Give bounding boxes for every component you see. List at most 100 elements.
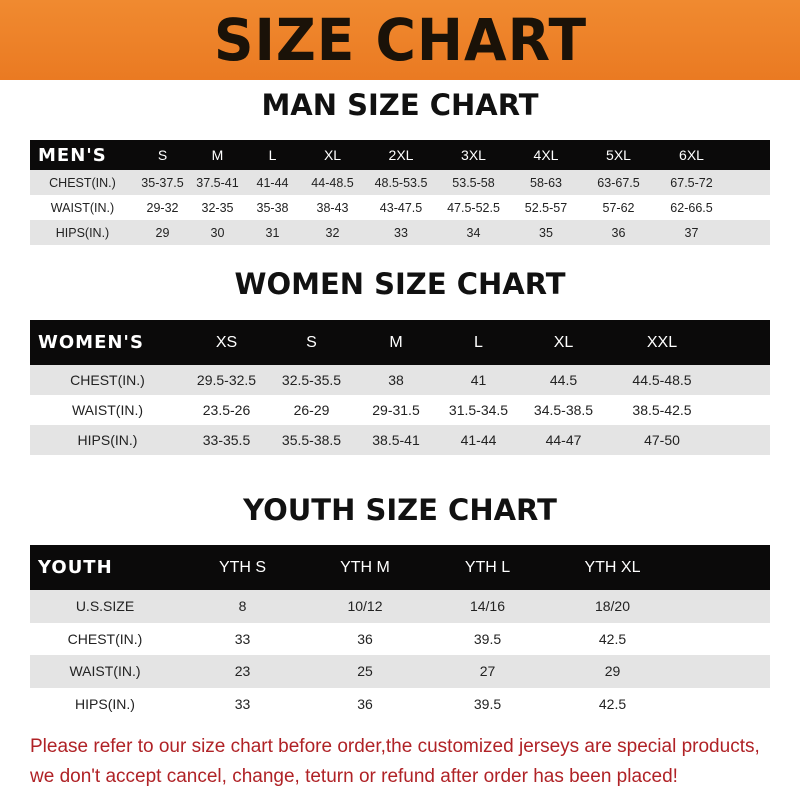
table-cell: 35-38	[256, 200, 289, 215]
row-label: U.S.SIZE	[75, 598, 135, 615]
table-cell: 37.5-41	[196, 175, 239, 190]
table-label: WOMEN'S	[38, 332, 144, 353]
table-cell: 14/16	[469, 598, 506, 615]
table-cell: 44.5	[549, 372, 578, 388]
size-header-cell: S	[157, 147, 168, 163]
table-cell: 30	[210, 225, 225, 240]
size-header-cell: XL	[323, 147, 342, 163]
women-size-table: WOMEN'S XS S M L XL XXL CHEST(IN.) 29.5-32.5 32.5…	[30, 320, 770, 455]
table-cell: 41	[470, 372, 487, 388]
table-cell: 63-67.5	[597, 175, 640, 190]
table-cell: 47-50	[644, 432, 680, 448]
table-row: WAIST(IN.) 23.5-26 26-29 29-31.5 31.5-34.5 34…	[30, 395, 770, 425]
row-label: CHEST(IN.)	[49, 175, 116, 190]
disclaimer-line-1: Please refer to our size chart before or…	[30, 736, 760, 757]
table-cell: 31.5-34.5	[448, 402, 509, 418]
table-cell: 33	[234, 630, 251, 647]
table-cell: 41-44	[256, 175, 289, 190]
table-cell: 39.5	[473, 695, 502, 712]
table-cell: 44-48.5	[311, 175, 354, 190]
table-cell: 34	[466, 225, 481, 240]
table-cell: 41-44	[460, 432, 497, 448]
table-cell: 48.5-53.5	[374, 175, 428, 190]
table-cell: 42.5	[598, 630, 627, 647]
men-section-title: MAN SIZE CHART	[261, 88, 539, 122]
table-cell: 35-37.5	[141, 175, 184, 190]
size-header-cell: YTH S	[218, 558, 267, 576]
size-header-cell: S	[306, 333, 317, 351]
table-cell: 31	[265, 225, 280, 240]
banner-title: SIZE CHART	[213, 6, 587, 74]
table-row: CHEST(IN.) 33 36 39.5 42.5	[30, 622, 770, 655]
size-header-cell: YTH XL	[584, 558, 641, 576]
banner: SIZE CHART	[0, 0, 800, 80]
size-header-cell: YTH M	[340, 558, 390, 576]
table-cell: 32	[325, 225, 340, 240]
row-label: WAIST(IN.)	[71, 402, 144, 418]
table-row: U.S.SIZE 8 10/12 14/16 18/20	[30, 590, 770, 623]
table-cell: 44-47	[545, 432, 582, 448]
table-cell: 29-32	[146, 200, 179, 215]
table-cell: 25	[357, 663, 373, 680]
row-label: WAIST(IN.)	[69, 663, 141, 680]
size-header-cell: 5XL	[606, 147, 631, 163]
size-header-cell: YTH L	[464, 558, 511, 576]
size-header-cell: M	[211, 147, 224, 163]
row-label: WAIST(IN.)	[50, 200, 115, 215]
row-label: HIPS(IN.)	[55, 225, 110, 240]
youth-size-table: YOUTH YTH S YTH M YTH L YTH XL U.S.SIZE 8 10/12…	[30, 545, 770, 720]
table-cell: 38.5-42.5	[632, 402, 692, 418]
table-row: HIPS(IN.) 33-35.5 35.5-38.5 38.5-41 41-44 44-…	[30, 425, 770, 455]
table-cell: 42.5	[598, 695, 627, 712]
table-cell: 36	[357, 630, 373, 647]
size-header-cell: 3XL	[461, 147, 486, 163]
table-cell: 36	[357, 695, 373, 712]
table-cell: 26-29	[293, 402, 330, 418]
table-cell: 29	[604, 663, 621, 680]
table-label: YOUTH	[38, 557, 113, 578]
table-cell: 33	[394, 225, 408, 240]
youth-section-title: YOUTH SIZE CHART	[243, 493, 557, 527]
table-cell: 43-47.5	[379, 200, 423, 215]
table-cell: 38.5-41	[372, 432, 420, 448]
table-row: WAIST(IN.) 29-32 32-35 35-38 38-43 43-47.5 47.…	[30, 195, 770, 220]
table-row: HIPS(IN.) 29 30 31 32 33 34 35 36 37	[30, 220, 770, 245]
row-label: HIPS(IN.)	[75, 695, 135, 712]
table-cell: 53.5-58	[452, 175, 495, 190]
table-cell: 32-35	[201, 200, 234, 215]
size-header-cell: 2XL	[388, 147, 414, 163]
table-cell: 35	[539, 225, 553, 240]
table-cell: 10/12	[347, 598, 383, 615]
table-cell: 47.5-52.5	[447, 200, 500, 215]
disclaimer: Please refer to our size chart before or…	[30, 732, 790, 792]
table-cell: 29.5-32.5	[196, 372, 257, 388]
header-row: WOMEN'S XS S M L XL XXL	[30, 320, 770, 365]
table-cell: 57-62	[602, 200, 635, 215]
row-label: CHEST(IN.)	[70, 372, 145, 388]
table-cell: 33	[234, 695, 251, 712]
table-cell: 27	[479, 663, 496, 680]
table-cell: 8	[238, 598, 247, 615]
table-cell: 33-35.5	[202, 432, 251, 448]
size-header-cell: XS	[215, 333, 238, 351]
table-cell: 34.5-38.5	[533, 402, 594, 418]
size-header-cell: L	[268, 147, 277, 163]
header-row: YOUTH YTH S YTH M YTH L YTH XL	[30, 545, 770, 590]
table-cell: 32.5-35.5	[281, 372, 342, 388]
table-cell: 29	[155, 225, 170, 240]
row-label: HIPS(IN.)	[77, 432, 138, 448]
table-cell: 35.5-38.5	[281, 432, 342, 448]
table-label: MEN'S	[38, 144, 107, 166]
table-cell: 23	[234, 663, 251, 680]
table-cell: 52.5-57	[524, 200, 568, 215]
table-row: WAIST(IN.) 23 25 27 29	[30, 655, 770, 688]
size-header-cell: 4XL	[533, 147, 559, 163]
table-cell: 62-66.5	[670, 200, 713, 215]
table-cell: 37	[684, 225, 699, 240]
table-cell: 23.5-26	[202, 402, 251, 418]
table-cell: 38-43	[316, 200, 349, 215]
table-cell: 58-63	[530, 175, 562, 190]
table-row: CHEST(IN.) 29.5-32.5 32.5-35.5 38 41 44.5 44.5…	[30, 365, 770, 395]
table-cell: 38	[388, 372, 404, 388]
size-header-cell: M	[389, 333, 403, 351]
